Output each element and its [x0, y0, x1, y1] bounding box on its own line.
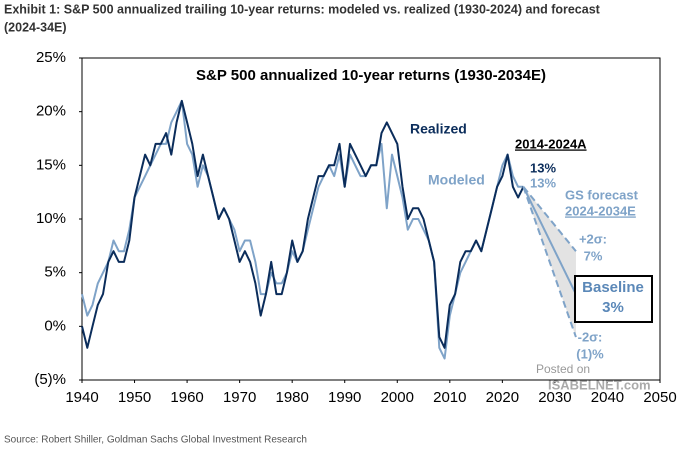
- y-tick-label: (5)%: [34, 371, 66, 388]
- exhibit-title: Exhibit 1: S&P 500 annualized trailing 1…: [4, 2, 601, 16]
- series-line: [81, 99, 525, 349]
- x-tick-label: 1940: [65, 389, 98, 406]
- annotation: ISABELNET.com: [548, 377, 651, 392]
- forecast-line: [522, 186, 577, 252]
- y-tick-label: 0%: [44, 317, 66, 334]
- y-tick-label: 20%: [36, 103, 66, 120]
- forecast-value-label: 3%: [602, 299, 624, 316]
- x-tick-label: 2030: [538, 389, 571, 406]
- x-tick-label: 1960: [170, 389, 203, 406]
- series-label: Modeled: [428, 172, 485, 188]
- forecast-line: [522, 186, 577, 338]
- forecast-name: -2σ:: [578, 329, 603, 344]
- annotation: 13%: [530, 175, 556, 190]
- y-tick-label: 15%: [36, 156, 66, 173]
- x-tick-label: 2020: [486, 389, 519, 406]
- source: Source: Robert Shiller, Goldman Sachs Gl…: [4, 435, 307, 446]
- x-tick-label: 2000: [381, 389, 414, 406]
- annotation: Posted on: [536, 362, 590, 376]
- forecast-line: [522, 186, 577, 295]
- y-tick-label: 5%: [44, 264, 66, 281]
- exhibit-title: (2024-34E): [4, 20, 67, 34]
- forecast-value-label: (1)%: [576, 346, 604, 361]
- x-tick-label: 2050: [643, 389, 676, 406]
- series-label: Realized: [410, 121, 467, 137]
- y-tick-label: 10%: [36, 210, 66, 227]
- forecast-name: +2σ:: [579, 231, 607, 246]
- series-line: [81, 99, 524, 360]
- x-tick-label: 2010: [433, 389, 466, 406]
- y-tick-label: 25%: [36, 49, 66, 66]
- x-tick-label: 1950: [118, 389, 151, 406]
- annotation: 2024-2034E: [565, 203, 636, 218]
- forecast-value-label: 7%: [584, 248, 603, 263]
- x-tick-label: 1990: [328, 389, 361, 406]
- annotation: 2014-2024A: [515, 136, 587, 151]
- forecast-name: Baseline: [582, 279, 644, 296]
- x-tick-label: 1980: [275, 389, 308, 406]
- annotation: 13%: [530, 160, 556, 175]
- annotation: GS forecast: [565, 187, 639, 202]
- plot-frame: [81, 57, 661, 381]
- x-tick-label: 2040: [591, 389, 624, 406]
- baseline-box: [574, 275, 653, 323]
- chart-title: S&P 500 annualized 10-year returns (1930…: [196, 67, 546, 84]
- x-tick-label: 1970: [223, 389, 256, 406]
